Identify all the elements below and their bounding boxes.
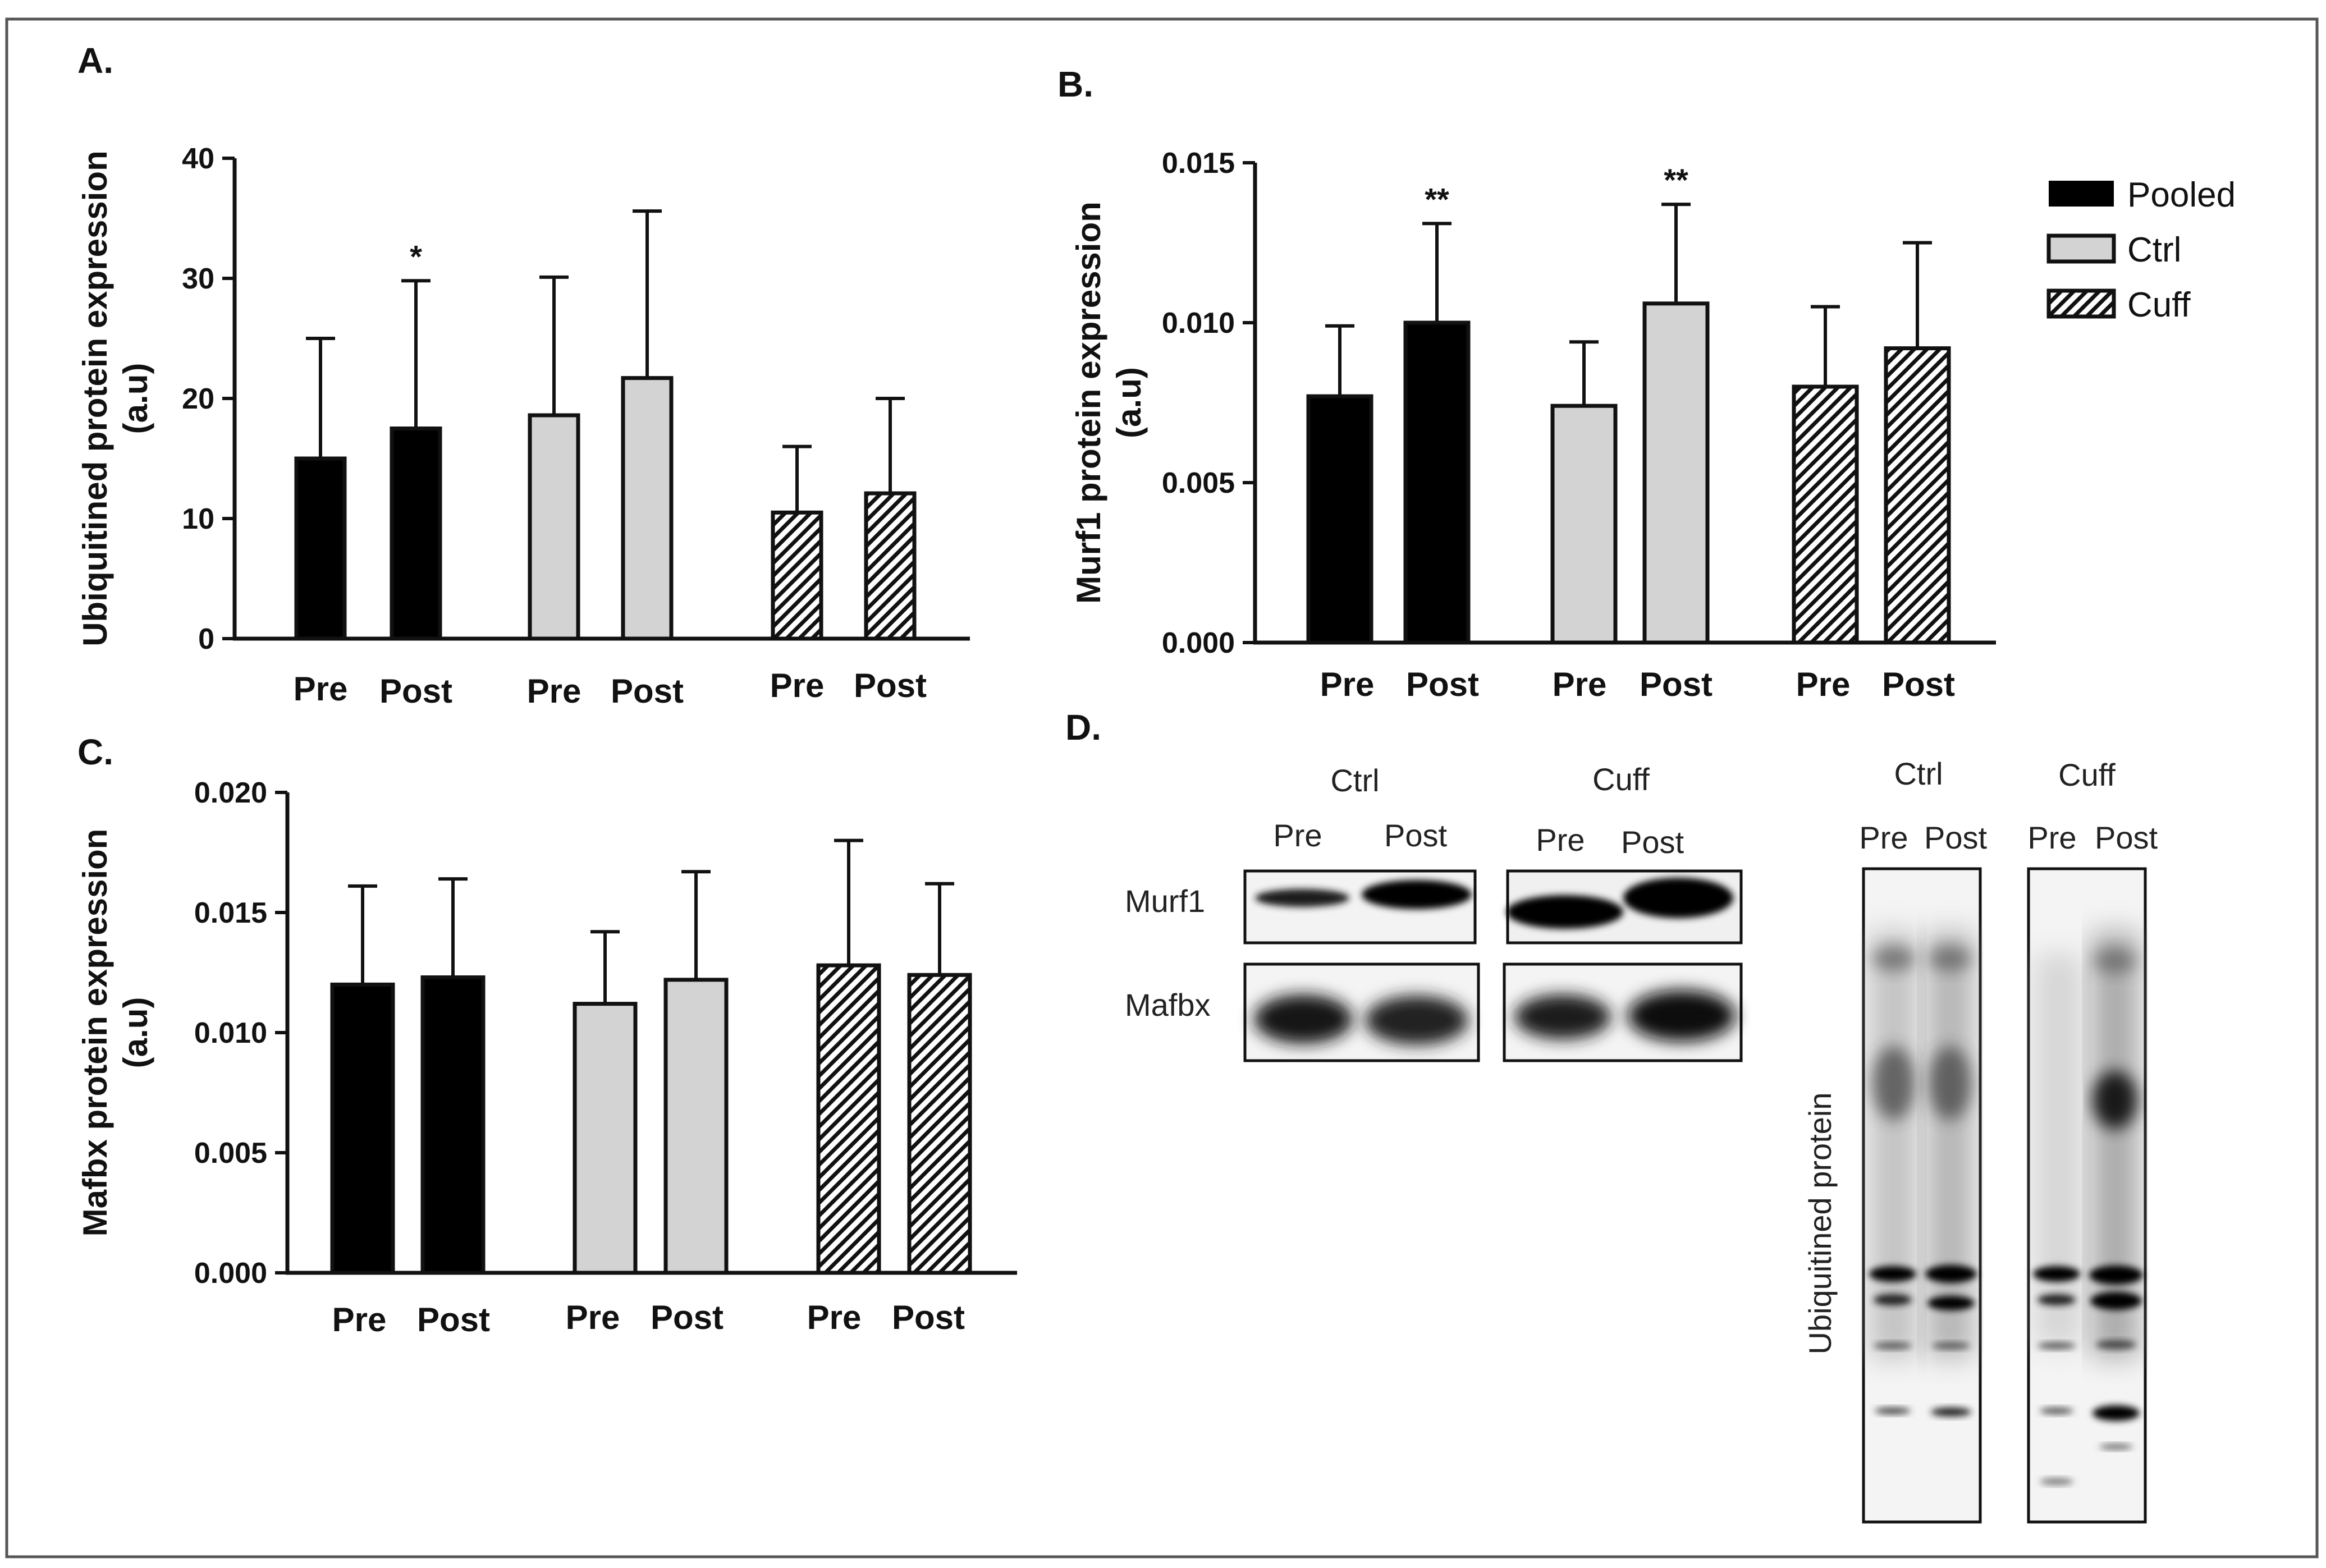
bar-pooled-pre — [294, 456, 347, 641]
legend-swatch-ctrl — [2046, 233, 2116, 264]
blot-lane-label-pre: Pre — [1859, 820, 1908, 855]
significance-marker: ** — [1425, 181, 1449, 217]
y-tick-label: 0.000 — [194, 1257, 267, 1290]
legend-label-pooled: Pooled — [2127, 176, 2236, 214]
x-category-label: Post — [1406, 666, 1479, 703]
legend-swatch-cuff — [2046, 288, 2116, 319]
panel-label-b: B. — [1057, 64, 1093, 104]
bar-pooled-pre — [1306, 394, 1373, 645]
bar-ctrl-pre — [1550, 404, 1618, 645]
y-axis-label-unit: (a.u) — [1110, 367, 1148, 438]
blot-murf1-ctrl — [1243, 869, 1477, 945]
bar-ctrl-pre — [573, 1002, 638, 1275]
x-category-label: Pre — [807, 1299, 862, 1336]
bar-cuff-post — [1884, 346, 1951, 645]
blot-lane-label-pre: Pre — [1536, 822, 1585, 858]
blot-ubiquitin-ctrl — [1862, 867, 1982, 1524]
bar-cuff-pre — [1792, 384, 1859, 645]
y-axis-label: Mafbx protein expression — [76, 829, 114, 1237]
x-category-label: Post — [1882, 666, 1955, 703]
y-tick-label: 0.015 — [194, 897, 267, 929]
bar-pooled-post — [420, 975, 486, 1275]
y-axis-label: Murf1 protein expression — [1070, 201, 1107, 604]
y-tick-label: 30 — [182, 263, 214, 295]
y-tick-label: 0.000 — [1162, 627, 1235, 659]
bar-pooled-post — [390, 427, 442, 641]
blot-group-label-ctrl: Ctrl — [1330, 763, 1379, 798]
x-category-label: Pre — [566, 1299, 620, 1336]
blot-lane-label-post: Post — [1621, 824, 1684, 860]
y-tick-label: 0.005 — [1162, 467, 1235, 499]
x-category-label: Pre — [770, 667, 825, 704]
y-tick-label: 0.020 — [194, 777, 267, 809]
legend-label-cuff: Cuff — [2127, 286, 2191, 324]
y-tick-label: 0.005 — [194, 1137, 267, 1170]
blot-side-label-ubiquitined: Ubiquitined protein — [1802, 1093, 1838, 1355]
blot-mafbx-cuff — [1503, 962, 1743, 1062]
blot-mafbx-ctrl — [1243, 962, 1480, 1062]
y-axis-label-unit: (a.u) — [117, 363, 154, 434]
blot-lane-label-post: Post — [2095, 820, 2158, 855]
x-category-label: Pre — [1320, 666, 1375, 703]
bar-cuff-post — [864, 491, 917, 641]
y-tick-label: 20 — [182, 383, 214, 415]
x-category-label: Pre — [294, 670, 348, 708]
x-category-label: Pre — [527, 672, 582, 710]
y-axis-label-unit: (a.u) — [117, 997, 154, 1069]
bar-ctrl-post — [663, 978, 729, 1275]
panel-d: D. Ctrl Cuff Pre Post Pre Post Murf1 Maf… — [1065, 707, 2158, 1524]
x-category-label: Post — [611, 672, 684, 710]
blot-lane-label-pre: Pre — [2027, 820, 2076, 855]
x-category-label: Post — [379, 672, 452, 710]
y-tick-label: 0.010 — [194, 1017, 267, 1049]
blot-group-label-cuff: Cuff — [1592, 762, 1650, 797]
figure-frame — [5, 17, 2319, 1558]
blot-ubiquitin-cuff — [2027, 867, 2147, 1524]
y-tick-label: 0.015 — [1162, 147, 1235, 180]
blot-row-label-murf1: Murf1 — [1125, 883, 1205, 919]
bar-pooled-post — [1403, 320, 1471, 645]
legend: Pooled Ctrl Cuff — [2046, 176, 2236, 324]
blot-group-label-ctrl: Ctrl — [1894, 756, 1943, 791]
chart-panel-a: A. Ubiquitined protein expression (a.u) 0 10… — [76, 40, 970, 710]
bar-ctrl-post — [1642, 301, 1710, 645]
panel-label-a: A. — [77, 40, 113, 81]
legend-swatch-pooled — [2049, 181, 2114, 207]
x-category-label: Pre — [1796, 666, 1851, 703]
panel-label-c: C. — [77, 732, 113, 772]
y-axis-label: Ubiquitined protein expression — [76, 150, 114, 646]
bar-charts: A.Ubiquitined protein expression (a.u)010… — [76, 40, 1996, 1338]
y-tick-label: 0 — [198, 623, 214, 655]
bar-cuff-post — [907, 973, 972, 1275]
bar-cuff-pre — [816, 963, 881, 1275]
significance-marker: * — [410, 239, 422, 274]
blot-murf1-cuff — [1506, 869, 1743, 945]
chart-panel-c: C. Mafbx protein expression (a.u) 0.000 0.00… — [76, 732, 1017, 1338]
blot-row-label-mafbx: Mafbx — [1125, 987, 1211, 1023]
chart-panel-b: B. Murf1 protein expression (a.u) 0.000 0.00… — [1057, 64, 1996, 703]
blot-lane-label-pre: Pre — [1273, 818, 1322, 853]
blot-group-label-cuff: Cuff — [2058, 757, 2116, 792]
x-category-label: Pre — [1553, 666, 1607, 703]
x-category-label: Post — [651, 1299, 724, 1336]
significance-marker: ** — [1664, 162, 1688, 198]
x-category-label: Post — [1640, 666, 1713, 703]
x-category-label: Pre — [332, 1301, 387, 1338]
legend-label-ctrl: Ctrl — [2127, 231, 2181, 269]
y-tick-label: 0.010 — [1162, 307, 1235, 340]
y-tick-label: 10 — [182, 503, 214, 535]
bar-pooled-pre — [330, 982, 395, 1275]
bar-cuff-pre — [771, 510, 823, 641]
x-category-label: Post — [417, 1301, 490, 1338]
blot-lane-label-post: Post — [1924, 820, 1987, 855]
bar-ctrl-post — [621, 376, 674, 641]
x-category-label: Post — [854, 667, 927, 704]
y-tick-label: 40 — [182, 143, 214, 175]
blot-lane-label-post: Post — [1384, 818, 1447, 853]
panel-label-d: D. — [1065, 707, 1101, 748]
bar-ctrl-pre — [528, 413, 580, 641]
x-category-label: Post — [892, 1299, 965, 1336]
